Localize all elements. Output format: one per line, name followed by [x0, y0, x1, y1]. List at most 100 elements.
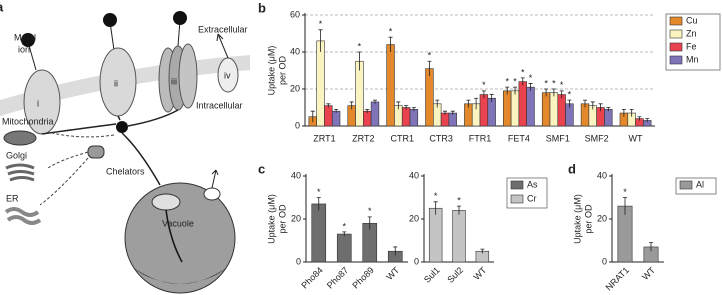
legend-label: Fe [686, 41, 697, 51]
y-tick-label: 20 [290, 83, 300, 93]
significance-star: * [482, 80, 486, 90]
error-bar [544, 88, 549, 97]
arrow [165, 209, 183, 263]
significance-star: * [428, 51, 432, 61]
error-bar [520, 77, 525, 86]
error-bar [505, 86, 510, 95]
error-bar [481, 90, 486, 99]
x-tick-label: SMF1 [546, 133, 570, 143]
y-tick-label: 20 [597, 213, 607, 223]
y-axis-label: Uptake (μM) [266, 46, 276, 96]
error-bar [326, 103, 331, 108]
bar [452, 210, 466, 263]
arrow [121, 132, 161, 186]
error-bar [443, 110, 447, 115]
legend-label: As [527, 179, 538, 189]
arrow [217, 33, 229, 59]
label: Chelators [106, 166, 145, 176]
y-tick-label: 40 [290, 46, 300, 56]
metal-ion [21, 33, 35, 47]
error-bar [349, 101, 354, 110]
significance-star: * [319, 19, 323, 29]
x-tick-label: WT [384, 265, 401, 282]
significance-star: * [434, 191, 438, 201]
x-tick-label: FTR1 [469, 133, 492, 143]
significance-star: * [317, 187, 321, 197]
bar [311, 203, 327, 263]
y-axis-label: per OD [277, 204, 287, 234]
significance-star: * [552, 78, 556, 88]
bar [518, 81, 527, 127]
error-bar [474, 97, 479, 110]
legend-label: Zn [686, 28, 697, 38]
x-tick-label: Sul1 [422, 265, 442, 285]
label: Extracellular [198, 24, 248, 34]
arrow [41, 109, 179, 135]
label: ER [6, 193, 19, 203]
y-tick-label: 0 [414, 256, 419, 266]
vacuole-transporter [151, 193, 181, 211]
legend-swatch [669, 16, 683, 26]
significance-star: * [544, 78, 548, 88]
error-bar [357, 51, 362, 71]
significance-star: * [342, 221, 346, 231]
y-tick-label: 20 [409, 213, 419, 223]
arrow-head [216, 33, 224, 42]
x-tick-label: CTR3 [429, 133, 453, 143]
bar [370, 101, 380, 127]
error-bar [645, 118, 650, 123]
bar [557, 94, 566, 127]
er-icon [4, 207, 42, 225]
bar [355, 60, 364, 127]
panel-label: a [0, 0, 4, 14]
error-bar [583, 99, 587, 108]
bar [324, 105, 333, 127]
bar [316, 40, 325, 127]
bar [428, 207, 443, 263]
vacuole-deposit [134, 268, 226, 284]
bar [336, 233, 352, 263]
error-bar [318, 29, 323, 52]
arrow [211, 169, 219, 189]
bar [401, 107, 411, 127]
label: Metal [14, 32, 36, 42]
error-bar [551, 88, 556, 97]
error-bar [598, 103, 603, 112]
error-bar [373, 99, 377, 104]
x-tick-label: Pho84 [299, 265, 324, 290]
vacuole [124, 182, 236, 294]
error-bar [396, 101, 401, 110]
y-axis-label: Uptake (μM) [266, 194, 276, 244]
error-bar [435, 99, 440, 108]
metal-ion [173, 11, 187, 25]
significance-star: * [623, 187, 627, 197]
error-bar [466, 99, 471, 108]
legend-label: Al [696, 179, 704, 189]
error-bar [513, 86, 517, 95]
x-tick-label: WT [471, 265, 488, 282]
significance-star: * [457, 195, 461, 205]
transporter [99, 47, 137, 117]
error-bar [621, 108, 626, 117]
golgi-icon [5, 163, 35, 182]
legend-swatch [510, 180, 524, 190]
transporter [178, 43, 198, 109]
bar [510, 90, 520, 127]
legend-swatch [669, 55, 683, 65]
error-bar [433, 201, 438, 215]
error-bar [637, 116, 642, 121]
error-bar [365, 108, 370, 114]
legend-label: Mn [686, 54, 699, 64]
label: Intracellular [196, 100, 243, 110]
panel-label: b [258, 0, 266, 15]
bar [425, 68, 434, 127]
error-bar [388, 36, 393, 52]
label: iv [224, 70, 231, 80]
error-bar [404, 105, 409, 110]
error-bar [567, 99, 572, 108]
bar [503, 90, 512, 127]
error-bar [427, 60, 432, 77]
bar [440, 112, 450, 127]
legend-swatch [669, 29, 683, 39]
